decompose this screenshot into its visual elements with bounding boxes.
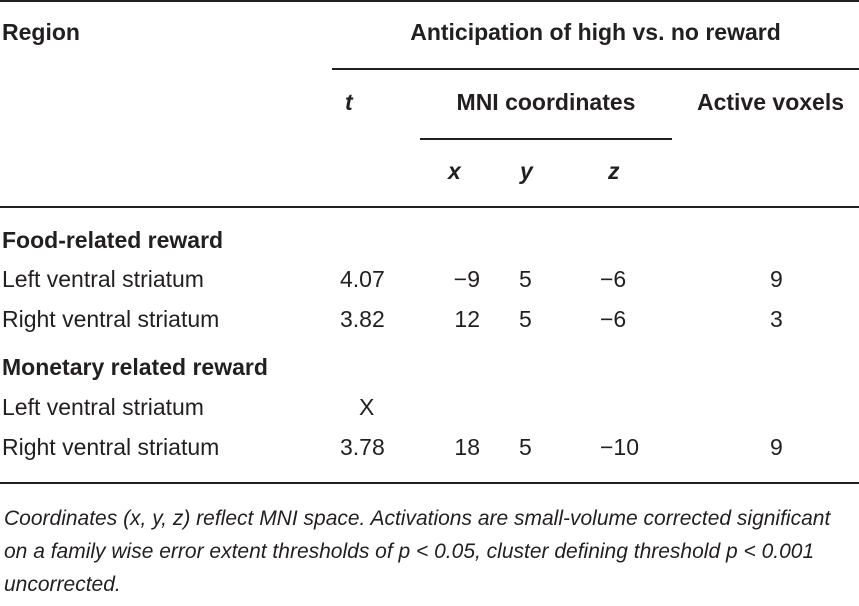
cell-region: Left ventral striatum — [2, 266, 204, 292]
cell-z: −6 — [600, 266, 627, 292]
table-bottom-rule — [0, 482, 859, 484]
group-rule — [332, 68, 859, 70]
header-x: x — [448, 158, 461, 184]
cell-region: Right ventral striatum — [2, 434, 220, 460]
header-y: y — [520, 158, 533, 184]
header-active-voxels: Active voxels — [697, 89, 845, 115]
cell-z: −10 — [600, 434, 640, 460]
section-title: Food-related reward — [2, 227, 224, 253]
cell-x: 12 — [454, 306, 480, 332]
section-title: Monetary related reward — [2, 354, 268, 380]
header-region: Region — [2, 19, 80, 45]
cell-t: 3.78 — [340, 434, 385, 460]
cell-t: X — [359, 394, 375, 420]
cell-voxels: 9 — [770, 266, 783, 292]
table-footnote: Coordinates (x, y, z) reflect MNI space.… — [4, 507, 831, 596]
cell-t: 4.07 — [340, 266, 385, 292]
header-z: z — [608, 158, 620, 184]
header-bottom-rule — [0, 206, 859, 208]
cell-t: 3.82 — [340, 306, 385, 332]
cell-x: 18 — [454, 434, 480, 460]
header-t: t — [345, 89, 353, 115]
cell-y: 5 — [519, 434, 532, 460]
cell-y: 5 — [519, 266, 532, 292]
header-group: Anticipation of high vs. no reward — [410, 19, 781, 45]
cell-z: −6 — [600, 306, 627, 332]
header-mni: MNI coordinates — [456, 89, 636, 115]
top-rule — [0, 0, 859, 2]
mni-rule — [420, 138, 672, 140]
cell-region: Left ventral striatum — [2, 394, 204, 420]
cell-voxels: 3 — [770, 306, 783, 332]
cell-voxels: 9 — [770, 434, 783, 460]
cell-x: −9 — [453, 266, 480, 292]
cell-y: 5 — [519, 306, 532, 332]
cell-region: Right ventral striatum — [2, 306, 220, 332]
